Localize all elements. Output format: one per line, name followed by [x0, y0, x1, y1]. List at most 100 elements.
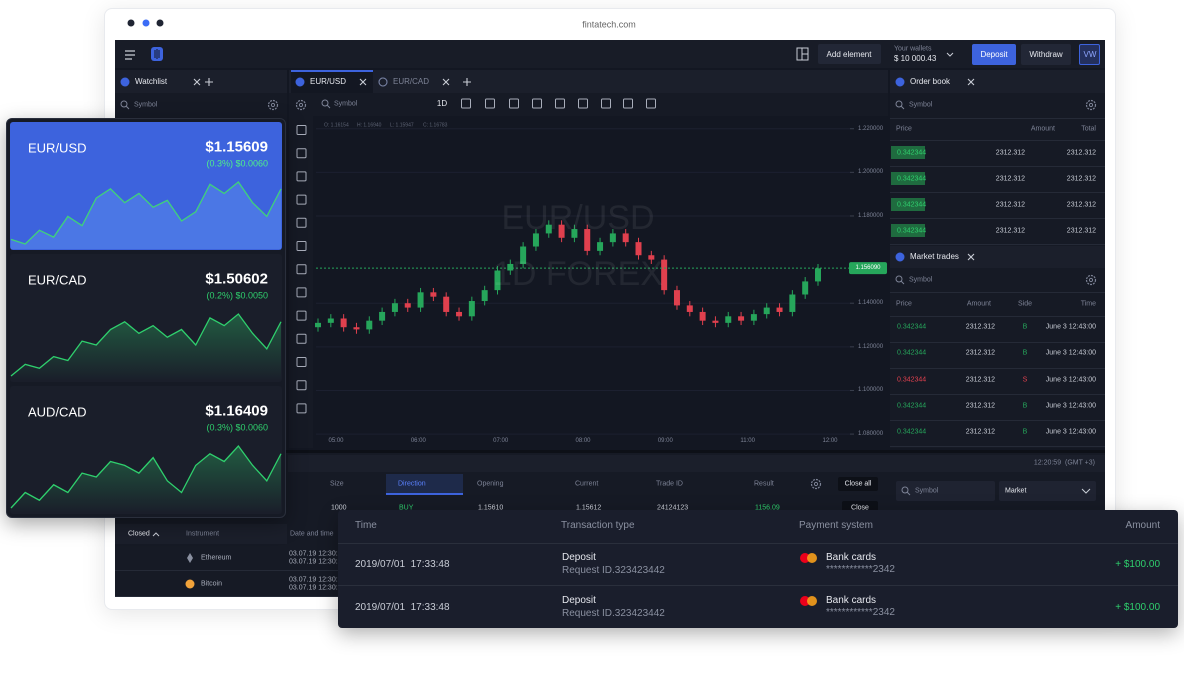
time: June 3 12:43:00 [1045, 323, 1096, 331]
column-header: Current [575, 480, 599, 488]
avatar-label[interactable]: VW [1083, 50, 1097, 59]
column-header: Amount [1125, 520, 1160, 531]
gear-icon [1085, 274, 1097, 286]
price: $1.15609 [205, 138, 268, 156]
active-column[interactable] [386, 474, 463, 495]
gear-icon [298, 102, 304, 108]
row-divider [338, 585, 1178, 586]
column-header: Amount [1030, 125, 1055, 133]
row-divider [890, 420, 1105, 421]
candle-body [327, 318, 334, 323]
avatar[interactable] [1079, 44, 1100, 65]
time: June 3 12:43:00 [1045, 428, 1096, 436]
column-header[interactable]: Direction [398, 480, 426, 488]
tab-label[interactable]: Closed [128, 530, 150, 538]
select-value[interactable]: Market [1005, 487, 1027, 495]
card-number: ************2342 [826, 607, 895, 618]
candle-body [391, 303, 398, 312]
candle-body [789, 294, 796, 312]
depth-bar [891, 198, 925, 211]
y-tick-label: 1.200000 [858, 169, 884, 176]
deposit-button[interactable] [972, 44, 1016, 65]
y-tick-label: 1.100000 [858, 387, 884, 394]
side: B [1022, 349, 1028, 357]
chevron [1081, 488, 1091, 494]
column-header: Size [330, 480, 344, 488]
card-logo [800, 553, 810, 563]
tool-icon [296, 171, 307, 182]
position-value: 1000 [331, 504, 347, 512]
tab-bar [289, 70, 888, 93]
search-placeholder[interactable]: Symbol [915, 487, 939, 495]
position-value: 1.15610 [478, 504, 504, 512]
tab-label[interactable]: Market trades [910, 252, 959, 261]
add-element-button[interactable] [818, 44, 881, 64]
column-header: Transaction type [561, 520, 635, 531]
button-label[interactable]: Deposit [980, 50, 1008, 59]
window-dot [127, 19, 135, 27]
logo [154, 49, 160, 59]
candle-body [712, 320, 719, 323]
price: $1.50602 [205, 270, 268, 288]
tab-label[interactable]: EUR/CAD [393, 77, 430, 86]
row-divider [115, 596, 340, 597]
price: $1.16409 [205, 402, 268, 420]
button-label[interactable]: Withdraw [1029, 50, 1063, 59]
candle-body [673, 290, 680, 306]
total: 2312.312 [1066, 175, 1096, 183]
candle-body [802, 281, 809, 295]
column-header: Price [896, 125, 912, 133]
x-tick-label: 09:00 [657, 438, 673, 444]
toolbar-icon [646, 98, 656, 109]
button-label[interactable]: Add element [826, 50, 872, 59]
candle-body [520, 246, 527, 264]
spark-line [10, 181, 282, 245]
x-tick-label: 06:00 [410, 438, 426, 444]
row-divider [338, 543, 1178, 544]
ohlc-value: C: 1.16783 [423, 122, 448, 129]
close-icon [967, 253, 975, 261]
search-placeholder[interactable]: Symbol [334, 100, 358, 108]
spark-line [10, 313, 282, 377]
search-placeholder[interactable]: Symbol [909, 276, 933, 284]
position-value: 24124123 [657, 504, 689, 512]
active-tab[interactable] [291, 70, 373, 93]
tab-label[interactable]: EUR/USD [310, 77, 347, 86]
amount: 2312.312 [965, 323, 995, 331]
tab-label[interactable]: Watchlist [135, 77, 168, 86]
column-header: Payment system [799, 520, 873, 531]
button-label[interactable]: Close [851, 504, 869, 512]
search-placeholder[interactable]: Symbol [909, 101, 933, 109]
gear-icon [1085, 99, 1097, 111]
price: 0.342344 [897, 323, 927, 331]
toolbar-icon [601, 98, 611, 109]
close-all-button[interactable] [838, 477, 878, 491]
card-number: ************2342 [826, 564, 895, 575]
button-label[interactable]: Close all [844, 480, 872, 488]
tab-dot [295, 77, 305, 87]
tab-label[interactable]: Order book [910, 77, 951, 86]
row-divider [890, 446, 1105, 447]
price: 0.342344 [897, 175, 927, 183]
type: Deposit [562, 595, 596, 606]
y-tick-label: 1.120000 [858, 343, 884, 350]
watchlist-card[interactable] [10, 122, 282, 250]
close-icon [359, 78, 367, 86]
search-icon [900, 280, 905, 285]
search-placeholder[interactable]: Symbol [134, 101, 158, 109]
withdraw-button[interactable] [1021, 44, 1071, 65]
interval[interactable]: 1D [436, 99, 448, 108]
order-type-select[interactable] [999, 481, 1096, 501]
symbol-input[interactable] [896, 481, 995, 501]
tool-icon [296, 333, 307, 344]
watermark: 1D FOREX [492, 255, 664, 293]
depth-bar [891, 172, 925, 185]
search-icon [906, 491, 911, 496]
candle-body [815, 268, 821, 282]
toolbar-icon [509, 98, 519, 109]
label: Your wallets [894, 45, 932, 53]
row-divider [890, 140, 1105, 141]
date: 03.07.19 12:30:20 [289, 558, 346, 566]
